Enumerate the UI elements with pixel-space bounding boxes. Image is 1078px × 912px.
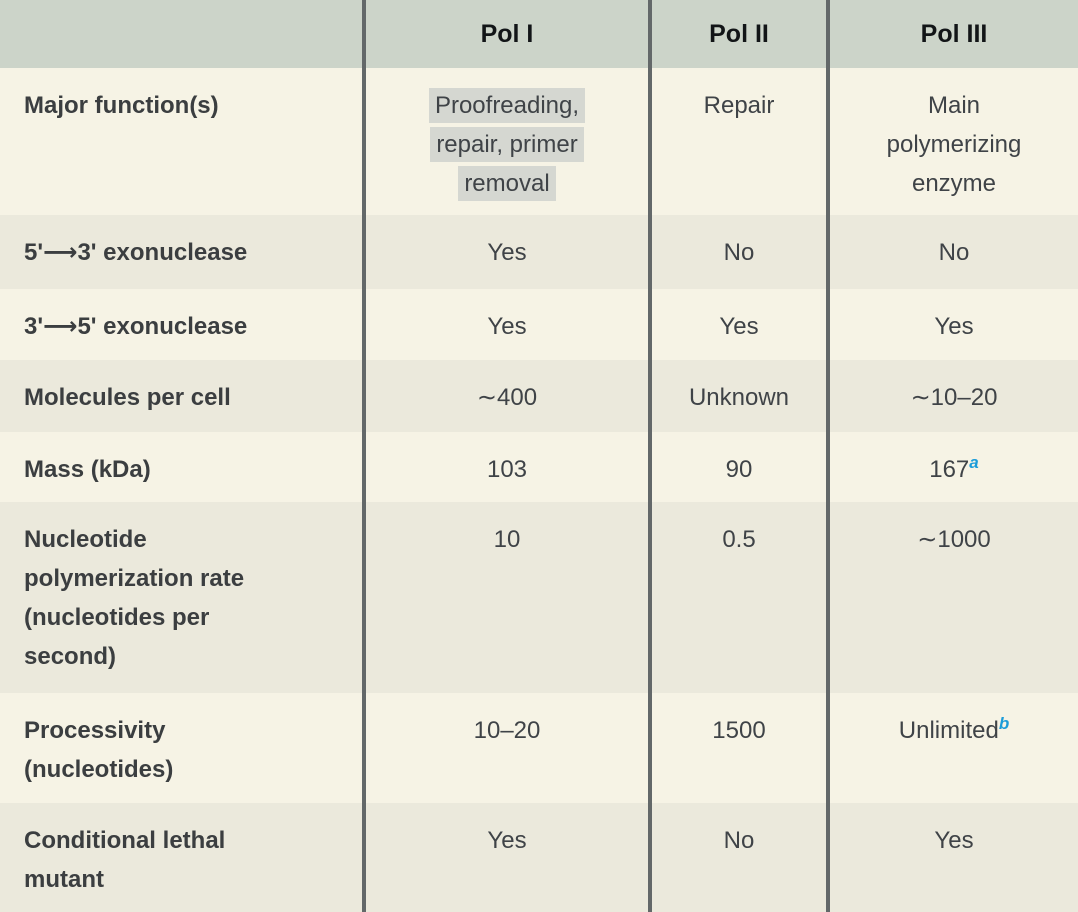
table-cell-pol-iii-major-functions: Main polymerizing enzyme: [826, 68, 1078, 215]
table-cell-pol-i-3to5: Yes: [362, 289, 648, 360]
row-label-processivity: Processivity (nucleotides): [24, 717, 174, 783]
mass-value: 167: [929, 456, 970, 483]
footnote-marker-a: a: [969, 453, 979, 472]
table-cell-pol-ii-3to5: Yes: [648, 289, 826, 360]
row-label-3to5-exonuclease: 3'⟶5' exonuclease: [24, 313, 248, 340]
table-cell-pol-iii-5to3: No: [826, 215, 1078, 289]
processivity-value: Unlimited: [898, 717, 999, 744]
table-cell-pol-iii-mass: 167a: [826, 432, 1078, 502]
table-header-row: Pol I Pol II Pol III: [0, 0, 1078, 68]
row-label-molecules-per-cell: Molecules per cell: [24, 384, 231, 411]
table-row-5to3-exonuclease: 5'⟶3' exonuclease Yes No No: [0, 215, 1078, 289]
column-header-pol-i: Pol I: [362, 0, 648, 68]
table-cell-pol-ii-5to3: No: [648, 215, 826, 289]
table-cell-pol-i-rate: 10: [362, 502, 648, 693]
table-cell-pol-ii-rate: 0.5: [648, 502, 826, 693]
row-label-major-functions: Major function(s): [24, 92, 219, 119]
table-row-conditional-lethal-mutant: Conditional lethal mutant Yes No Yes: [0, 803, 1078, 912]
table-cell-pol-i-major-functions: Proofreading, repair, primer removal: [362, 68, 648, 215]
column-header-blank: [0, 0, 362, 68]
column-header-pol-ii: Pol II: [648, 0, 826, 68]
table-row-mass: Mass (kDa) 103 90 167a: [0, 432, 1078, 502]
row-label-5to3-exonuclease: 5'⟶3' exonuclease: [24, 239, 248, 266]
table-row-major-functions: Major function(s) Proofreading, repair, …: [0, 68, 1078, 215]
column-header-pol-iii: Pol III: [826, 0, 1078, 68]
table-cell-pol-ii-major-functions: Repair: [648, 68, 826, 215]
footnote-marker-b: b: [998, 714, 1010, 733]
table-row-3to5-exonuclease: 3'⟶5' exonuclease Yes Yes Yes: [0, 289, 1078, 360]
table-cell-pol-iii-molecules: ∼10–20: [826, 360, 1078, 432]
table-cell-pol-iii-processivity: Unlimitedb: [826, 693, 1078, 803]
table-row-polymerization-rate: Nucleotide polymerization rate (nucleoti…: [0, 502, 1078, 693]
table-cell-pol-iii-mutant: Yes: [826, 803, 1078, 912]
table-row-molecules-per-cell: Molecules per cell ∼400 Unknown ∼10–20: [0, 360, 1078, 432]
selected-text-highlight: Proofreading, repair, primer removal: [428, 88, 586, 201]
table-row-processivity: Processivity (nucleotides) 10–20 1500 Un…: [0, 693, 1078, 803]
table-cell-pol-ii-processivity: 1500: [648, 693, 826, 803]
row-label-polymerization-rate: Nucleotide polymerization rate (nucleoti…: [24, 526, 245, 670]
table-cell-pol-ii-molecules: Unknown: [648, 360, 826, 432]
table-cell-pol-iii-3to5: Yes: [826, 289, 1078, 360]
row-label-conditional-lethal-mutant: Conditional lethal mutant: [24, 827, 226, 893]
table-cell-pol-ii-mutant: No: [648, 803, 826, 912]
table-cell-pol-ii-mass: 90: [648, 432, 826, 502]
table-cell-pol-i-mutant: Yes: [362, 803, 648, 912]
table-cell-pol-i-mass: 103: [362, 432, 648, 502]
table-cell-pol-i-molecules: ∼400: [362, 360, 648, 432]
table-cell-pol-iii-rate: ∼1000: [826, 502, 1078, 693]
row-label-mass: Mass (kDa): [24, 456, 151, 483]
table-cell-pol-i-5to3: Yes: [362, 215, 648, 289]
table-cell-pol-i-processivity: 10–20: [362, 693, 648, 803]
